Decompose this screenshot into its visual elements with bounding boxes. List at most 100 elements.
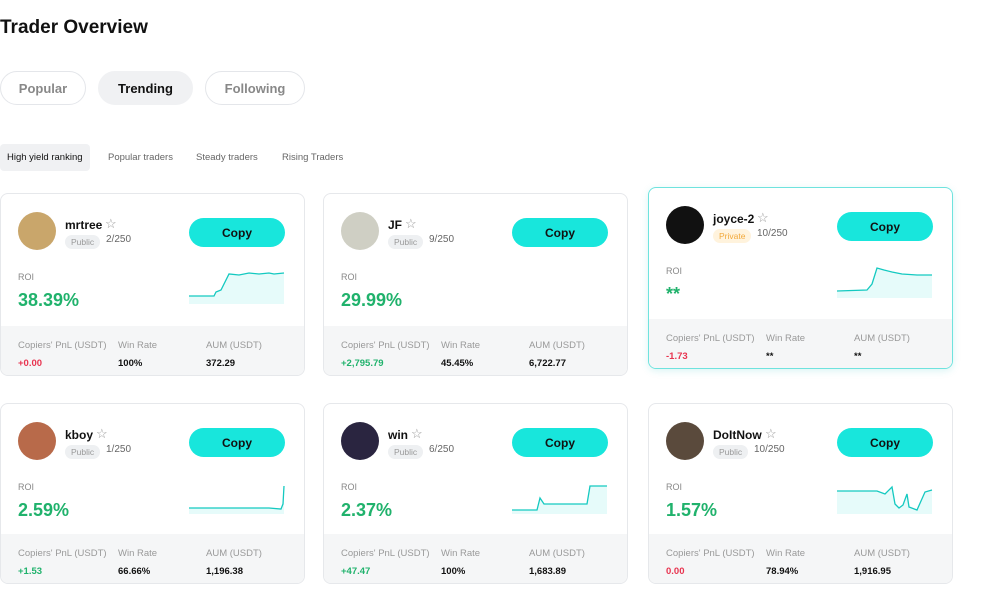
- stat-label: Win Rate: [766, 333, 806, 344]
- pnl-value: +1.53: [18, 566, 43, 577]
- copier-count: 9/250: [429, 234, 455, 245]
- sparkline-line: [189, 485, 285, 510]
- stat-label: Win Rate: [118, 548, 158, 559]
- win-rate-value: 45.45%: [441, 358, 474, 369]
- trader-name[interactable]: mrtree: [65, 218, 103, 232]
- roi-value: 1.57%: [666, 500, 718, 520]
- stat-label: Copiers' PnL (USDT): [341, 340, 430, 351]
- copy-button[interactable]: Copy: [837, 428, 933, 457]
- stat-label: Copiers' PnL (USDT): [341, 548, 430, 559]
- trader-name[interactable]: win: [388, 428, 408, 442]
- stat-label: AUM (USDT): [206, 340, 262, 351]
- visibility-badge: Public: [388, 235, 424, 249]
- pnl-value: +2,795.79: [341, 358, 384, 369]
- roi-value: 29.99%: [341, 290, 403, 310]
- copy-button[interactable]: Copy: [512, 218, 608, 247]
- sparkline: [837, 485, 933, 514]
- avatar: [341, 422, 379, 460]
- favorite-star[interactable]: ☆: [96, 426, 108, 441]
- trader-card: DoItNow ☆ Public 10/250 Copy ROI 1.57% Copiers'…: [648, 403, 953, 584]
- roi-value: 2.59%: [18, 500, 70, 520]
- trader-name[interactable]: DoItNow: [713, 428, 762, 442]
- favorite-star[interactable]: ☆: [765, 426, 777, 441]
- win-rate-value: 66.66%: [118, 566, 151, 577]
- sparkline-area: [189, 273, 284, 304]
- sparkline: [189, 485, 285, 514]
- favorite-star[interactable]: ☆: [105, 216, 117, 231]
- stat-label: AUM (USDT): [854, 548, 910, 559]
- trader-name[interactable]: kboy: [65, 428, 94, 442]
- sparkline-line: [837, 267, 932, 292]
- copier-count: 6/250: [429, 444, 455, 455]
- trader-card: mrtree ☆ Public 2/250 Copy ROI 38.39% Copiers' …: [0, 193, 305, 376]
- visibility-badge: Public: [65, 445, 101, 459]
- subtab[interactable]: High yield ranking: [0, 144, 90, 171]
- stats-panel: Copiers' PnL (USDT) Win Rate AUM (USDT) +0.…: [1, 326, 304, 375]
- subtab[interactable]: Popular traders: [108, 152, 173, 163]
- sparkline-area: [837, 487, 932, 514]
- trader-card: win ☆ Public 6/250 Copy ROI 2.37% Copiers' PnL …: [323, 403, 628, 584]
- sparkline-area: [512, 486, 607, 514]
- avatar: [18, 422, 56, 460]
- stats-panel: Copiers' PnL (USDT) Win Rate AUM (USDT) +2,…: [324, 326, 627, 375]
- sparkline-area: [189, 486, 284, 514]
- sparkline: [837, 267, 932, 298]
- roi-label: ROI: [18, 272, 35, 282]
- subtab[interactable]: Rising Traders: [282, 152, 344, 163]
- sparkline: [512, 485, 607, 514]
- pnl-value: +0.00: [18, 358, 43, 369]
- stat-label: AUM (USDT): [854, 333, 910, 344]
- tab[interactable]: Popular: [0, 71, 86, 105]
- stats-panel: Copiers' PnL (USDT) Win Rate AUM (USDT) -1.…: [649, 319, 952, 368]
- visibility-badge: Public: [388, 445, 424, 459]
- stat-label: Copiers' PnL (USDT): [666, 333, 755, 344]
- trader-name[interactable]: JF: [388, 218, 403, 232]
- sparkline: [189, 272, 285, 304]
- trader-card: kboy ☆ Public 1/250 Copy ROI 2.59% Copiers' PnL…: [0, 403, 305, 584]
- stat-label: Win Rate: [766, 548, 806, 559]
- stat-label: Copiers' PnL (USDT): [18, 340, 107, 351]
- roi-value: 38.39%: [18, 290, 80, 310]
- win-rate-value: 78.94%: [766, 566, 799, 577]
- stat-label: Copiers' PnL (USDT): [18, 548, 107, 559]
- stat-label: Win Rate: [118, 340, 158, 351]
- trader-name[interactable]: joyce-2: [713, 212, 755, 226]
- tab[interactable]: Trending: [98, 71, 193, 105]
- avatar: [18, 212, 56, 250]
- sparkline-line: [512, 485, 607, 511]
- win-rate-value: 100%: [441, 566, 466, 577]
- avatar: [666, 206, 704, 244]
- tab[interactable]: Following: [205, 71, 305, 105]
- aum-value: 1,683.89: [529, 566, 566, 577]
- favorite-star[interactable]: ☆: [411, 426, 423, 441]
- roi-label: ROI: [666, 266, 683, 276]
- visibility-badge: Public: [713, 445, 749, 459]
- stats-panel: Copiers' PnL (USDT) Win Rate AUM (USDT) 0.0…: [649, 534, 952, 583]
- copy-button[interactable]: Copy: [837, 212, 933, 241]
- favorite-star[interactable]: ☆: [757, 210, 769, 225]
- page-title: Trader Overview: [0, 17, 148, 38]
- pnl-value: 0.00: [666, 566, 685, 577]
- copy-button[interactable]: Copy: [189, 428, 285, 457]
- roi-label: ROI: [341, 272, 358, 282]
- stat-label: AUM (USDT): [529, 340, 585, 351]
- copier-count: 10/250: [757, 228, 788, 239]
- subtab[interactable]: Steady traders: [196, 152, 258, 163]
- win-rate-value: 100%: [118, 358, 143, 369]
- sparkline-area: [837, 268, 932, 298]
- copier-count: 10/250: [754, 444, 785, 455]
- sparkline-line: [837, 485, 933, 511]
- copy-button[interactable]: Copy: [189, 218, 285, 247]
- aum-value: 6,722.77: [529, 358, 566, 369]
- copy-button[interactable]: Copy: [512, 428, 608, 457]
- stat-label: Win Rate: [441, 548, 481, 559]
- favorite-star[interactable]: ☆: [405, 216, 417, 231]
- sparkline-line: [189, 272, 285, 297]
- aum-value: 372.29: [206, 358, 236, 369]
- visibility-badge: Private: [713, 229, 752, 243]
- roi-label: ROI: [18, 482, 35, 492]
- stat-label: AUM (USDT): [206, 548, 262, 559]
- visibility-badge: Public: [65, 235, 101, 249]
